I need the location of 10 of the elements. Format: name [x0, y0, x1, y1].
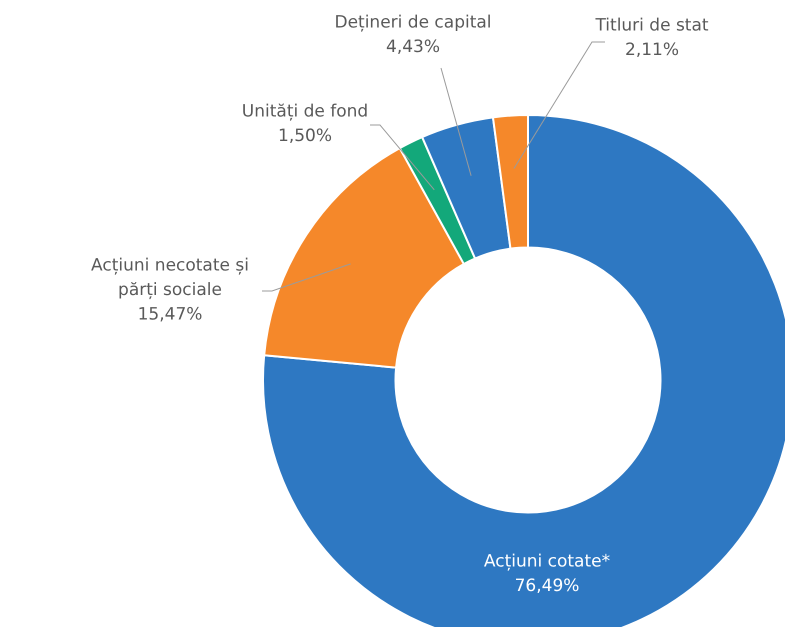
slice-label: Titluri de stat: [594, 15, 709, 36]
slice-label: Acțiuni necotate și părți sociale: [91, 255, 249, 300]
data-label: 2,11%: [624, 40, 680, 60]
slice-label: Unități de fond: [242, 101, 368, 122]
slice-label: Dețineri de capital: [334, 12, 492, 32]
slice-label: Acțiuni cotate*: [484, 551, 610, 572]
data-label: 76,49%: [514, 576, 580, 596]
data-label: 15,47%: [138, 304, 202, 324]
data-label: 4,43%: [386, 36, 440, 57]
data-label: 1,50%: [278, 126, 332, 146]
